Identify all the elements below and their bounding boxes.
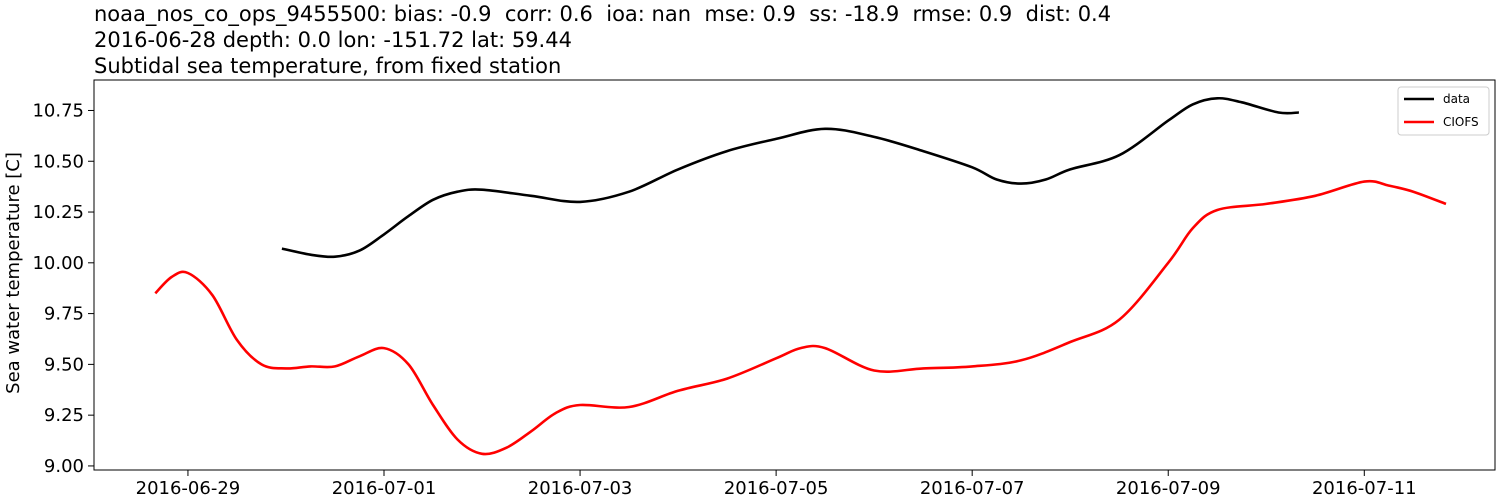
x-tick-label: 2016-07-03 [528,478,633,499]
series-layer [154,96,1447,456]
legend-label-ciofs: CIOFS [1443,115,1479,129]
y-tick-label: 10.50 [32,151,84,172]
y-tick-label: 10.00 [32,253,84,274]
x-tick-label: 2016-07-05 [724,478,829,499]
chart-title-line-1: noaa_nos_co_ops_9455500: bias: -0.9 corr… [94,2,1112,26]
y-axis: 9.00 9.25 9.50 9.75 10.00 10.25 10.50 10.75 [32,100,94,477]
legend: data CIOFS [1397,86,1490,136]
x-tick-label: 2016-07-09 [1116,478,1221,499]
y-tick-label: 9.50 [44,354,84,375]
series-line-data [281,96,1299,259]
y-tick-label: 9.00 [44,456,84,477]
y-tick-label: 9.75 [44,304,84,325]
plot-frame [93,79,1496,471]
x-tick-label: 2016-07-01 [332,478,437,499]
chart-title-line-2: 2016-06-28 depth: 0.0 lon: -151.72 lat: … [94,28,572,52]
y-tick-label: 9.25 [44,405,84,426]
y-tick-label: 10.75 [32,100,84,121]
x-tick-label: 2016-07-11 [1312,478,1417,499]
x-tick-label: 2016-06-29 [136,478,241,499]
y-tick-label: 10.25 [32,202,84,223]
x-axis: 2016-06-29 2016-07-01 2016-07-03 2016-07-05… [136,470,1417,499]
series-line-ciofs [154,179,1447,456]
y-axis-label: Sea water temperature [C] [3,152,24,394]
x-tick-label: 2016-07-07 [920,478,1025,499]
legend-label-data: data [1443,92,1470,106]
chart-title-line-3: Subtidal sea temperature, from fixed sta… [94,54,562,78]
